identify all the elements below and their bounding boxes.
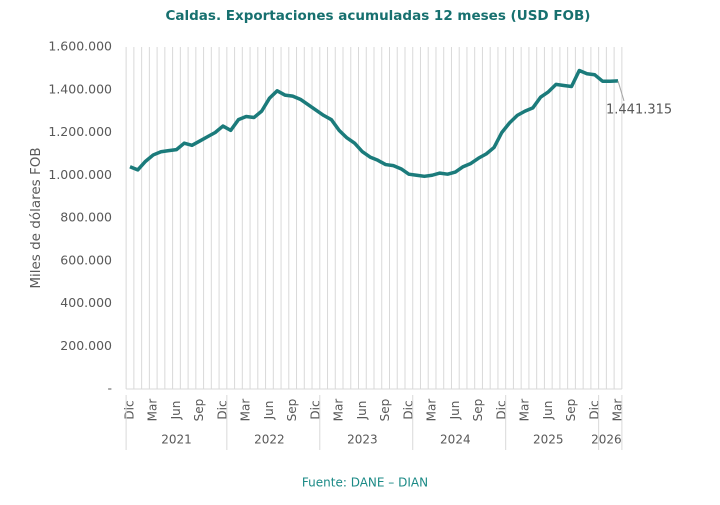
x-tick-label: Jun bbox=[541, 401, 555, 421]
y-tick-label: 1.200.000 bbox=[48, 124, 112, 139]
y-axis-label: Miles de dólares FOB bbox=[28, 147, 44, 288]
x-tick-label: Dic bbox=[308, 400, 322, 419]
year-label: 2022 bbox=[254, 433, 285, 447]
y-tick-label: 200.000 bbox=[60, 338, 112, 353]
x-tick-label: Jun bbox=[448, 401, 462, 421]
x-tick-label: Sep bbox=[285, 399, 299, 422]
data-label: 1.441.315 bbox=[606, 102, 672, 117]
data-line bbox=[129, 68, 619, 179]
x-tick-label: Mar bbox=[332, 399, 346, 422]
label-leader bbox=[617, 80, 625, 102]
y-tick-label: 600.000 bbox=[60, 252, 112, 267]
year-label: 2023 bbox=[347, 433, 378, 447]
x-tick-label: Dic bbox=[494, 400, 508, 419]
x-tick-label: Dic bbox=[123, 400, 137, 419]
source: Fuente: DANE – DIAN bbox=[302, 476, 428, 490]
x-tick-label: Sep bbox=[192, 399, 206, 422]
y-tick-label: 800.000 bbox=[60, 210, 112, 225]
x-tick-label: Sep bbox=[471, 399, 485, 422]
y-tick-label: 1.400.000 bbox=[48, 81, 112, 96]
year-label: 2021 bbox=[161, 433, 192, 447]
x-tick-label: Mar bbox=[518, 399, 532, 422]
year-label: 2025 bbox=[533, 433, 564, 447]
x-tick-label: Mar bbox=[425, 399, 439, 422]
x-tick-label: Dic bbox=[587, 400, 601, 419]
y-tick-label: 1.000.000 bbox=[48, 167, 112, 182]
x-tick-label: Sep bbox=[564, 399, 578, 422]
x-tick-label: Jun bbox=[355, 401, 369, 421]
x-tick-label: Mar bbox=[146, 399, 160, 422]
x-tick-label: Dic bbox=[215, 400, 229, 419]
year-label: 2024 bbox=[440, 433, 471, 447]
year-label: 2026 bbox=[591, 433, 622, 447]
x-tick-label: Sep bbox=[378, 399, 392, 422]
x-tick-label: Jun bbox=[169, 401, 183, 421]
y-tick-label: - bbox=[107, 381, 112, 396]
chart-title: Caldas. Exportaciones acumuladas 12 mese… bbox=[166, 8, 591, 24]
y-tick-label: 1.600.000 bbox=[48, 39, 112, 54]
x-tick-label: Mar bbox=[611, 399, 625, 422]
x-tick-label: Jun bbox=[262, 401, 276, 421]
y-tick-label: 400.000 bbox=[60, 295, 112, 310]
x-tick-label: Dic bbox=[401, 400, 415, 419]
x-tick-label: Mar bbox=[239, 399, 253, 422]
